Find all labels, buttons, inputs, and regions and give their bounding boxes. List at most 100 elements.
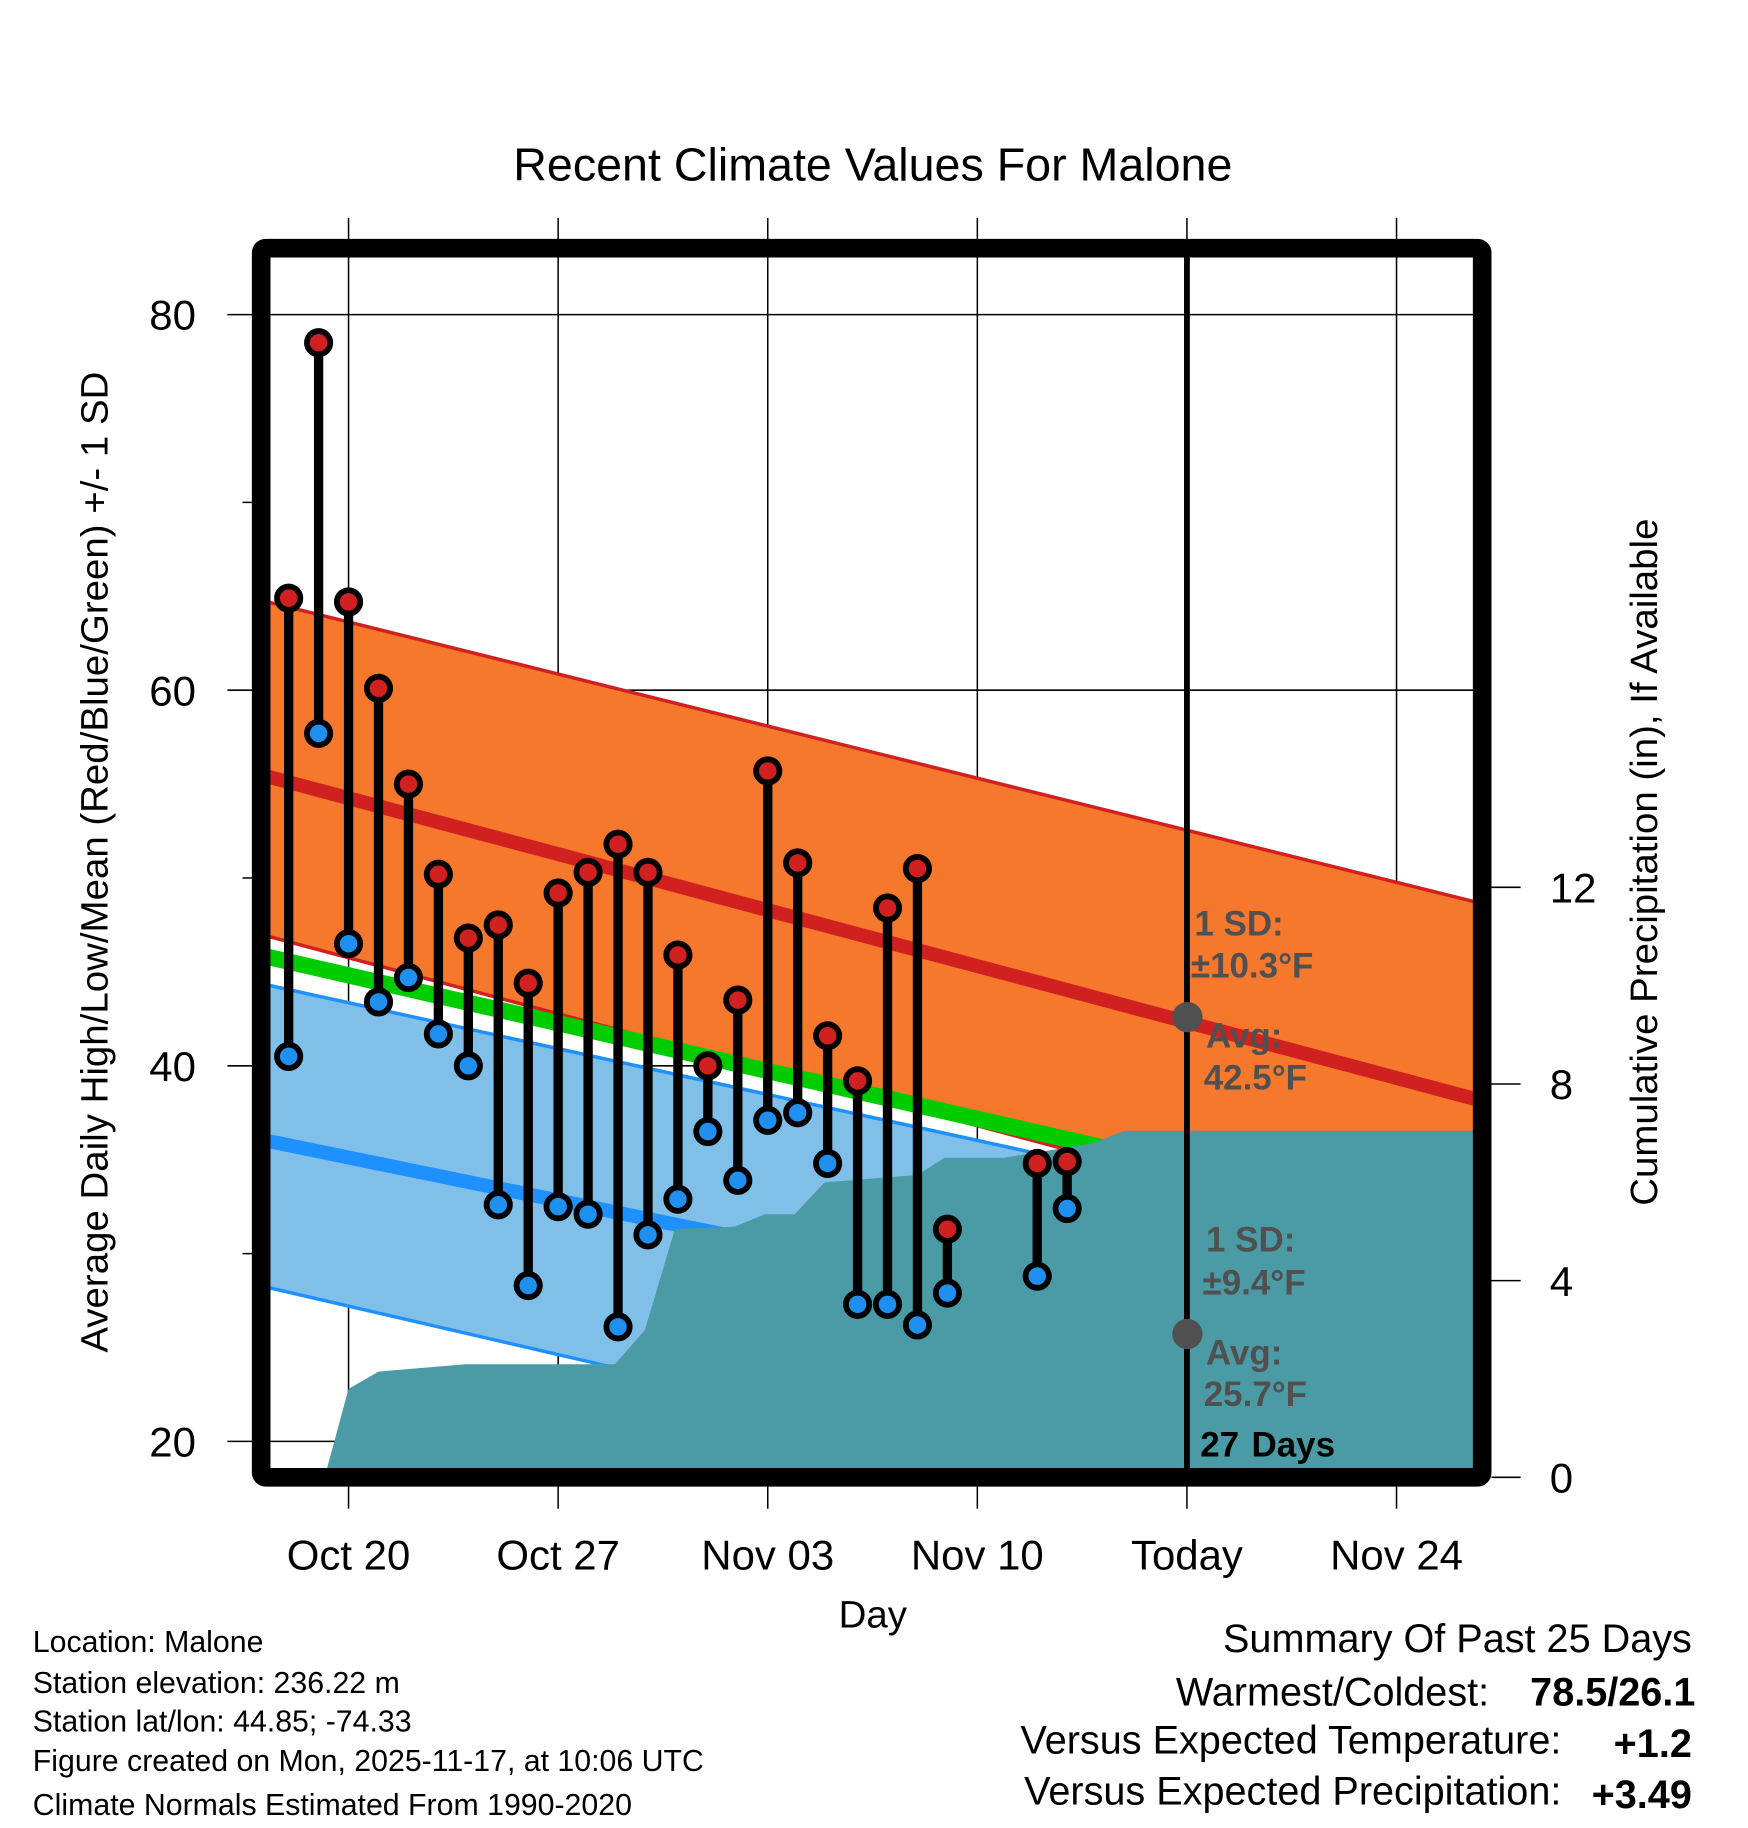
summary-precip-label: Versus Expected Precipitation: [1024, 1770, 1561, 1814]
daily-high-point [363, 673, 394, 703]
daily-low-point [483, 1190, 513, 1220]
daily-low-point [363, 987, 394, 1017]
y-tick-label: 80 [149, 292, 196, 339]
daily-low-point [423, 1019, 453, 1049]
daily-high-point [1052, 1147, 1082, 1177]
daily-high-point [843, 1066, 873, 1096]
daily-high-point [483, 910, 513, 940]
daily-low-point [453, 1051, 483, 1081]
x-tick-label: Oct 20 [287, 1531, 411, 1578]
daily-low-point [513, 1270, 543, 1301]
summary-precip-value: +3.49 [1592, 1773, 1692, 1817]
daily-low-point [783, 1098, 813, 1128]
daily-high-point [693, 1051, 723, 1081]
footer-latlon: Station lat/lon: 44.85; -74.33 [33, 1705, 412, 1738]
daily-high-point [902, 854, 933, 884]
daily-high-point [453, 923, 483, 953]
daily-low-point [304, 718, 334, 748]
data-marks [274, 256, 1190, 1468]
daily-low-point [1022, 1261, 1052, 1291]
y2-tick-label: 8 [1550, 1061, 1573, 1108]
summary-warm-cold-value: 78.5/26.1 [1530, 1671, 1695, 1715]
summary: Summary Of Past 25 Days Warmest/Coldest:… [1020, 1617, 1695, 1817]
daily-low-point [872, 1289, 903, 1319]
daily-high-point [573, 857, 603, 887]
daily-low-point [693, 1116, 723, 1147]
low-avg-value: 25.7°F [1204, 1375, 1307, 1414]
daily-high-point [872, 893, 903, 923]
axes: Oct 20 Oct 27 Nov 03 Nov 10 Today Nov 2420406… [149, 292, 1596, 1579]
daily-low-point [393, 962, 424, 993]
annotations: 1 SD: ±10.3°F Avg: 42.5°F 1 SD: ±9.4°F A… [1172, 905, 1335, 1464]
high-sd-band [270, 602, 1478, 1260]
daily-low-point [663, 1184, 693, 1214]
high-avg-marker [1172, 1001, 1203, 1033]
high-sd-label: 1 SD: [1194, 905, 1283, 944]
footer-elevation: Station elevation: 236.22 m [33, 1667, 400, 1700]
y-tick-label: 40 [149, 1043, 196, 1090]
daily-low-point [723, 1165, 753, 1195]
high-avg-label: Avg: [1206, 1016, 1282, 1055]
high-sd-value: ±10.3°F [1191, 946, 1314, 985]
daily-high-point [423, 859, 453, 889]
daily-low-point [902, 1310, 933, 1340]
x-tick-label: Nov 24 [1330, 1531, 1463, 1578]
low-avg-marker [1172, 1318, 1203, 1350]
daily-low-point [274, 1041, 304, 1071]
daily-high-point [663, 940, 693, 970]
daily-low-point [633, 1220, 663, 1250]
daily-low-point [813, 1148, 843, 1179]
daily-high-point [333, 587, 364, 617]
daily-low-point [603, 1312, 633, 1342]
daily-low-point [333, 929, 364, 959]
x-tick-label: Oct 27 [496, 1531, 620, 1578]
low-sd-label: 1 SD: [1206, 1220, 1295, 1259]
low-avg-label: Avg: [1206, 1333, 1282, 1372]
daily-low-point [932, 1278, 962, 1308]
daily-high-point [393, 769, 424, 799]
daily-low-point [543, 1192, 573, 1222]
footer-created: Figure created on Mon, 2025-11-17, at 10… [33, 1745, 704, 1778]
summary-title: Summary Of Past 25 Days [1223, 1617, 1692, 1661]
days-count: 27 [1200, 1425, 1239, 1464]
daily-high-point [274, 583, 304, 613]
footer-location: Location: Malone [33, 1626, 264, 1659]
summary-temp-label: Versus Expected Temperature: [1020, 1718, 1561, 1762]
daily-low-point [843, 1289, 873, 1319]
footer: Location: Malone Station elevation: 236.… [33, 1626, 704, 1822]
daily-low-point [573, 1199, 603, 1229]
daily-low-point [1052, 1193, 1082, 1224]
y2-tick-label: 4 [1550, 1258, 1573, 1305]
daily-high-point [1022, 1148, 1052, 1179]
daily-high-point [304, 328, 334, 358]
daily-high-point [813, 1021, 843, 1051]
daily-high-point [932, 1214, 962, 1244]
footer-normals: Climate Normals Estimated From 1990-2020 [33, 1789, 632, 1822]
summary-temp-value: +1.2 [1614, 1722, 1692, 1766]
high-normal-line [270, 770, 1478, 1107]
daily-high-point [723, 985, 753, 1015]
daily-high-point [603, 829, 633, 859]
daily-high-point [753, 756, 783, 786]
high-avg-value: 42.5°F [1204, 1058, 1307, 1097]
daily-high-point [633, 857, 663, 887]
high-upper-sd-line [270, 600, 1478, 905]
x-axis-label: Day [839, 1594, 908, 1637]
daily-high-point [783, 848, 813, 878]
plot-frame [251, 238, 1492, 1487]
y2-axis-label: Cumulative Precipitation (in), If Availa… [1623, 519, 1666, 1206]
low-sd-value: ±9.4°F [1203, 1263, 1306, 1302]
y-axis-label: Average Daily High/Low/Mean (Red/Blue/Gr… [73, 372, 116, 1353]
chart-title: Recent Climate Values For Malone [513, 139, 1232, 191]
daily-high-point [513, 968, 543, 998]
y2-tick-label: 0 [1550, 1454, 1573, 1501]
x-tick-label: Nov 10 [911, 1531, 1044, 1578]
y-tick-label: 20 [149, 1419, 196, 1466]
daily-low-point [753, 1105, 783, 1135]
summary-warm-cold-label: Warmest/Coldest: [1176, 1671, 1489, 1715]
y-tick-label: 60 [149, 667, 196, 714]
daily-high-point [543, 878, 573, 908]
x-tick-label: Nov 03 [701, 1531, 834, 1578]
y2-tick-label: 12 [1550, 864, 1597, 911]
